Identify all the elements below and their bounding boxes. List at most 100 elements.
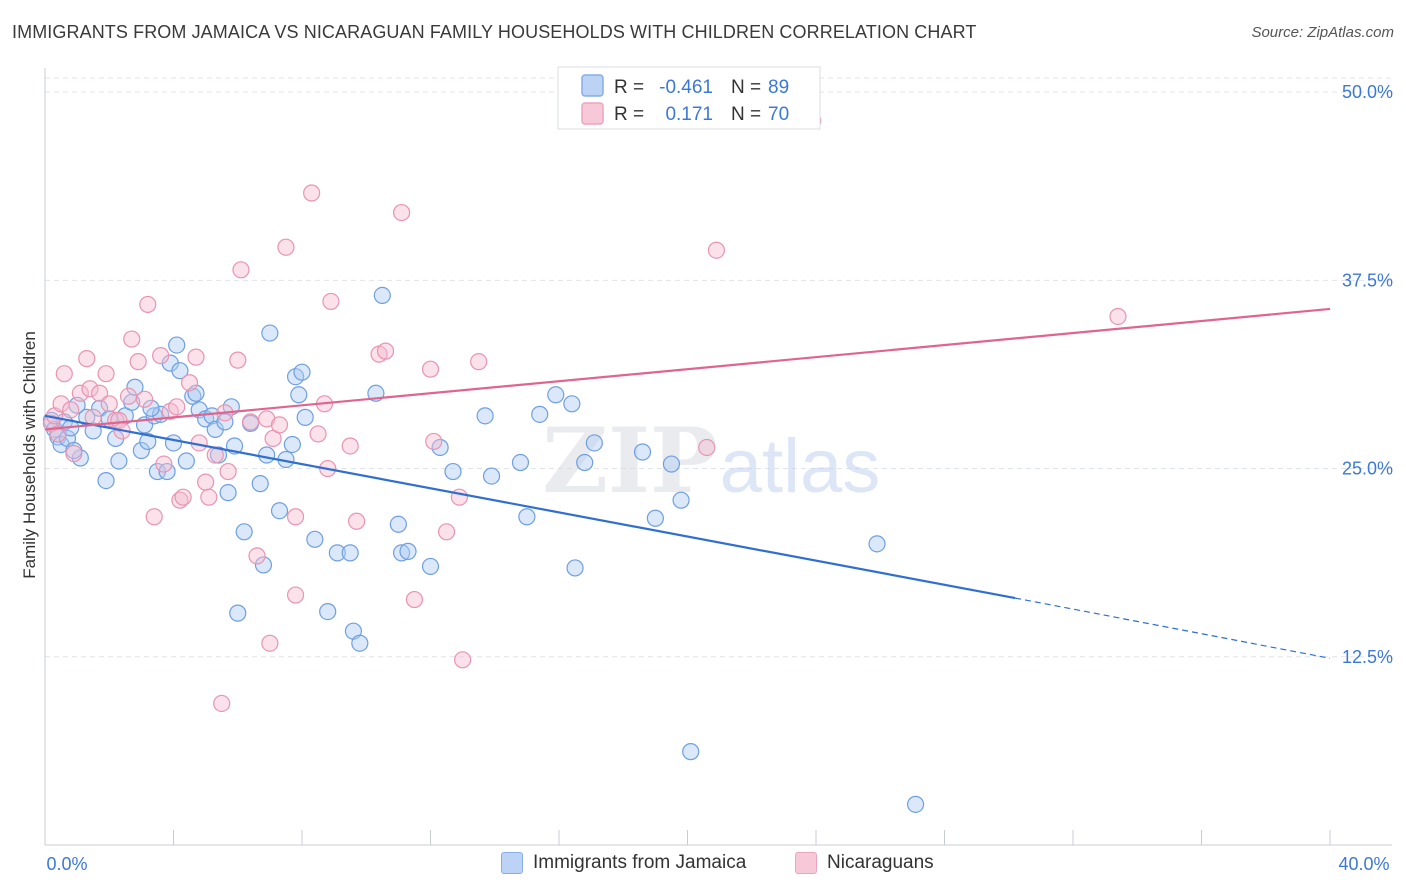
point-nicaraguans [129, 353, 147, 371]
point-nicaraguans [155, 455, 173, 473]
point-jamaica [531, 405, 549, 423]
point-nicaraguans [229, 351, 247, 369]
point-nicaraguans [454, 651, 472, 669]
point-jamaica [132, 441, 150, 460]
chart-title: IMMIGRANTS FROM JAMAICA VS NICARAGUAN FA… [12, 22, 977, 42]
point-nicaraguans [277, 238, 295, 256]
point-jamaica [906, 795, 925, 813]
point-jamaica [126, 378, 144, 396]
trend-lines [44, 307, 1331, 659]
point-nicaraguans [91, 384, 109, 402]
legend-swatch-blue [501, 852, 523, 874]
point-nicaraguans [71, 384, 89, 402]
point-jamaica [399, 542, 417, 560]
point-nicaraguans [219, 462, 237, 481]
point-jamaica [235, 523, 253, 541]
point-jamaica [319, 603, 337, 621]
watermark-zip: ZIP [542, 408, 717, 514]
point-nicaraguans [286, 586, 305, 604]
point-jamaica [296, 408, 314, 426]
point-jamaica [421, 557, 440, 576]
point-nicaraguans [322, 292, 340, 311]
point-jamaica [142, 399, 160, 417]
point-nicaraguans [197, 473, 215, 491]
y-tick-label: 50.0% [1342, 82, 1393, 102]
point-jamaica [566, 559, 584, 577]
point-nicaraguans [97, 365, 115, 383]
point-jamaica [293, 363, 311, 381]
point-nicaraguans [55, 365, 73, 383]
point-nicaraguans [248, 547, 266, 565]
point-nicaraguans [309, 425, 327, 443]
point-jamaica [547, 386, 565, 404]
point-nicaraguans [421, 360, 440, 378]
point-jamaica [585, 434, 603, 452]
legend-swatch-nicaraguans [581, 102, 604, 125]
point-jamaica [351, 634, 369, 652]
point-jamaica [341, 544, 359, 562]
stats-legend: R = -0.461 N = 89 R = 0.171 N = 70 [557, 66, 821, 130]
point-nicaraguans [470, 353, 488, 371]
point-jamaica [672, 491, 690, 509]
series-legend: Immigrants from Jamaica Nicaraguans [0, 852, 1406, 878]
point-nicaraguans [168, 398, 186, 416]
legend-swatch-pink [795, 852, 817, 874]
legend-n-label-1: N = [731, 77, 761, 98]
trend-line-jamaica-extension [1015, 597, 1331, 659]
point-jamaica [682, 743, 700, 761]
point-nicaraguans [698, 438, 716, 457]
y-tick-label: 12.5% [1342, 647, 1393, 667]
point-nicaraguans [341, 437, 359, 455]
point-jamaica [373, 286, 391, 304]
point-nicaraguans [187, 348, 205, 366]
legend-label-jamaica: Immigrants from Jamaica [533, 852, 747, 873]
point-nicaraguans [78, 350, 96, 368]
trend-line-nicaraguans [44, 307, 1331, 431]
point-nicaraguans [286, 508, 305, 526]
point-nicaraguans [261, 634, 279, 652]
point-jamaica [306, 530, 324, 548]
point-jamaica [261, 324, 279, 342]
point-jamaica [84, 422, 102, 440]
point-nicaraguans [65, 444, 83, 463]
point-jamaica [511, 453, 530, 472]
point-nicaraguans [270, 416, 289, 434]
point-jamaica [97, 472, 115, 490]
grid-lines [45, 77, 1392, 658]
point-nicaraguans [180, 374, 199, 392]
point-nicaraguans [213, 694, 231, 713]
point-nicaraguans [437, 523, 456, 541]
point-nicaraguans [171, 491, 189, 509]
point-nicaraguans [376, 342, 395, 360]
y-tick-label: 25.0% [1342, 459, 1393, 479]
point-jamaica [633, 443, 652, 461]
legend-item-jamaica: Immigrants from Jamaica [501, 852, 746, 874]
point-nicaraguans [62, 401, 80, 419]
x-tick-label-max: 40.0% [1338, 854, 1389, 874]
point-jamaica [91, 399, 109, 417]
point-jamaica [290, 386, 308, 404]
point-nicaraguans [135, 390, 154, 408]
point-jamaica [219, 484, 237, 502]
tick-labels: 0.0% 40.0% 12.5% 25.0% 37.5% 50.0% [46, 82, 1393, 874]
legend-r-value-1: -0.461 [659, 77, 713, 98]
data-points [42, 112, 1127, 813]
legend-r-value-2: 0.171 [665, 104, 713, 125]
point-nicaraguans [119, 387, 138, 405]
point-jamaica [576, 453, 594, 472]
point-jamaica [110, 452, 128, 470]
point-jamaica [389, 515, 407, 533]
point-jamaica [187, 384, 205, 402]
point-nicaraguans [425, 432, 443, 451]
point-jamaica [171, 362, 189, 380]
point-nicaraguans [1109, 307, 1127, 326]
legend-label-nicaraguans: Nicaraguans [827, 852, 934, 873]
point-nicaraguans [232, 261, 250, 279]
point-jamaica [254, 556, 273, 574]
point-jamaica [518, 508, 536, 526]
point-nicaraguans [303, 184, 321, 202]
point-nicaraguans [242, 413, 260, 431]
point-nicaraguans [139, 295, 157, 314]
point-jamaica [216, 413, 234, 431]
